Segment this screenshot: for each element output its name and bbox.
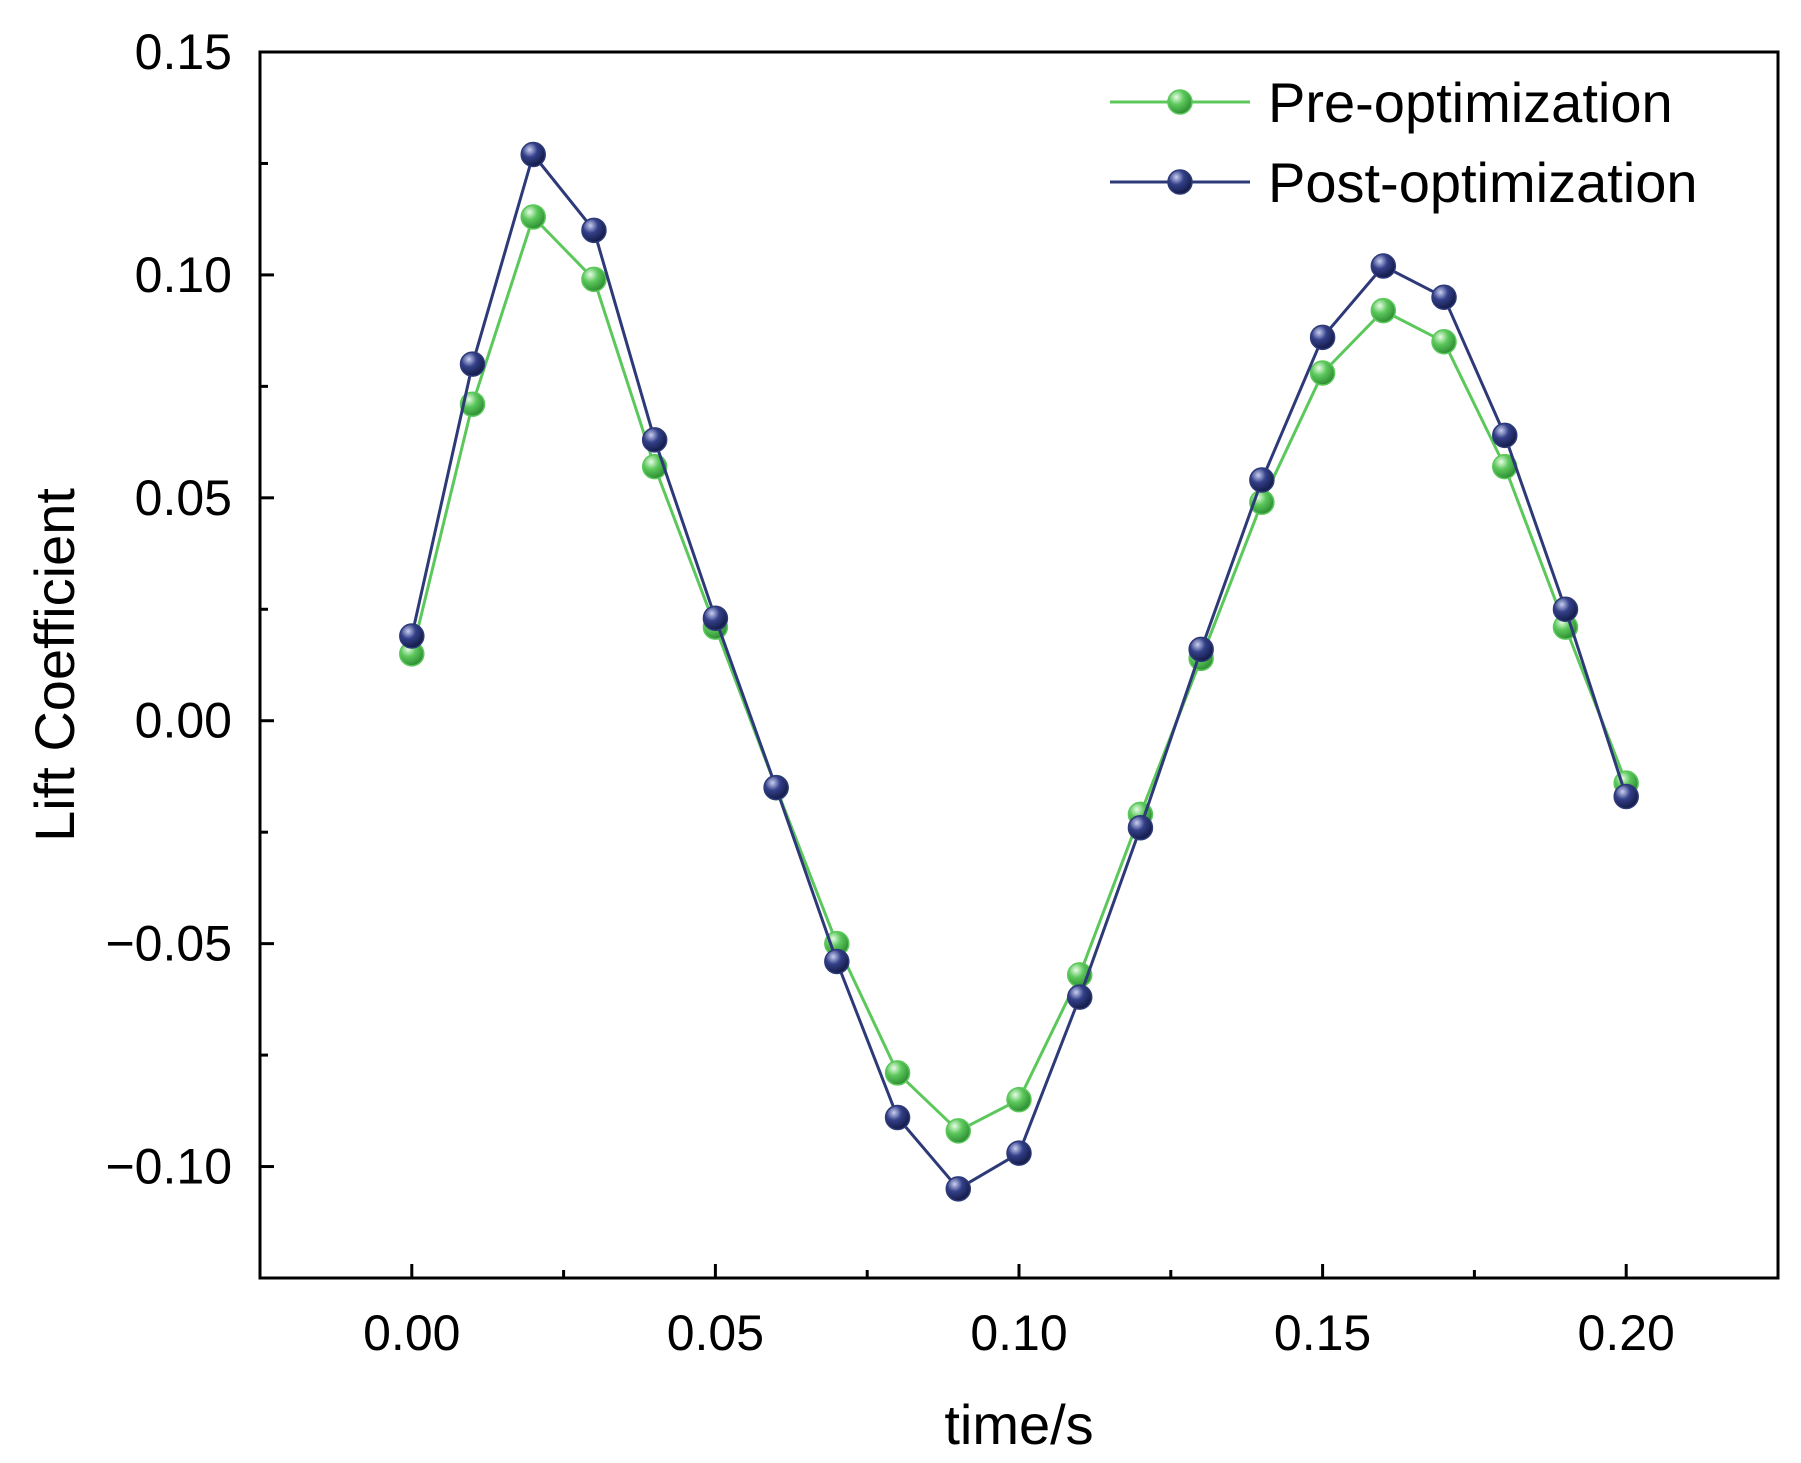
- data-point: [1492, 422, 1518, 449]
- data-point: [1431, 284, 1457, 310]
- data-point: [459, 391, 486, 417]
- legend-item: Pre-optimization: [1110, 71, 1673, 134]
- y-tick-label: 0.05: [135, 470, 232, 526]
- data-point: [1370, 297, 1397, 324]
- data-point: [459, 351, 486, 377]
- data-point: [824, 948, 850, 975]
- data-point: [1249, 467, 1275, 493]
- data-point: [1613, 783, 1639, 810]
- data-point: [581, 217, 607, 244]
- legend-label: Post-optimization: [1268, 151, 1698, 214]
- legend-label: Pre-optimization: [1268, 71, 1673, 134]
- data-point: [884, 1060, 911, 1086]
- legend: Pre-optimization Post-optimization: [1110, 71, 1698, 214]
- data-point: [581, 266, 607, 293]
- y-tick-label: 0.15: [135, 24, 232, 80]
- data-point: [399, 623, 425, 649]
- series-layer: [399, 141, 1639, 1202]
- y-axis: −0.10 −0.05 0.00 0.05 0.10 0.15: [105, 24, 274, 1280]
- data-point: [1309, 324, 1336, 351]
- y-tick-label: 0.00: [135, 693, 232, 749]
- data-point: [1552, 596, 1579, 623]
- series-pre-optimization: [399, 204, 1639, 1144]
- x-tick-label: 0.15: [1274, 1305, 1371, 1361]
- data-point: [884, 1104, 911, 1131]
- data-point: [1431, 329, 1457, 355]
- x-tick-label: 0.10: [970, 1305, 1067, 1361]
- data-point: [1006, 1140, 1032, 1166]
- legend-item: Post-optimization: [1110, 151, 1698, 214]
- y-tick-label: −0.10: [105, 1139, 232, 1195]
- y-tick-label: 0.10: [135, 247, 232, 303]
- y-tick-label: −0.05: [105, 916, 232, 972]
- x-axis-title: time/s: [944, 1393, 1093, 1456]
- y-axis-title: Lift Coefficient: [23, 488, 86, 842]
- data-point: [1127, 814, 1154, 841]
- legend-marker: [1167, 169, 1193, 195]
- data-point: [945, 1176, 972, 1202]
- data-point: [641, 427, 668, 453]
- data-point: [1006, 1086, 1032, 1113]
- x-tick-label: 0.00: [363, 1305, 460, 1361]
- data-point: [520, 141, 546, 168]
- data-point: [520, 204, 546, 230]
- data-point: [763, 774, 789, 801]
- data-point: [1309, 360, 1336, 386]
- x-tick-label: 0.05: [667, 1305, 764, 1361]
- x-axis: 0.00 0.05 0.10 0.15 0.20: [363, 1264, 1675, 1361]
- x-tick-label: 0.20: [1578, 1305, 1675, 1361]
- data-point: [1188, 636, 1214, 663]
- data-point: [702, 605, 729, 631]
- data-point: [945, 1118, 972, 1144]
- legend-marker: [1167, 89, 1193, 115]
- data-point: [1370, 253, 1397, 279]
- data-point: [1066, 984, 1093, 1010]
- series-post-optimization: [399, 141, 1639, 1202]
